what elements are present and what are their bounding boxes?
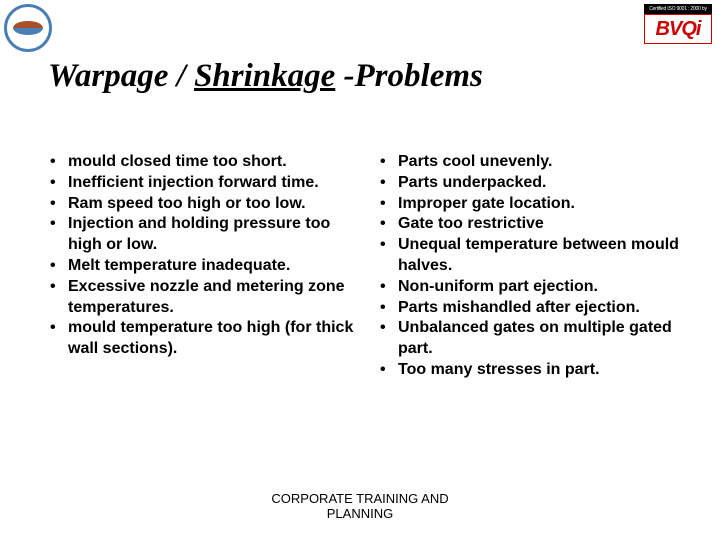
list-item: Gate too restrictive: [378, 214, 684, 235]
slide-footer: CORPORATE TRAINING AND PLANNING: [0, 491, 720, 522]
right-bullet-list: Parts cool unevenly. Parts underpacked. …: [378, 152, 684, 381]
slide-title: Warpage / Shrinkage -Problems: [48, 58, 483, 95]
title-part2: -Problems: [335, 58, 483, 94]
list-item: mould temperature too high (for thick wa…: [48, 318, 354, 360]
header-bar: Certified ISO 9001 : 2000 by BVQi: [0, 0, 720, 60]
company-logo-inner: [13, 21, 43, 35]
list-item: Unbalanced gates on multiple gated part.: [378, 318, 684, 360]
list-item: Melt temperature inadequate.: [48, 256, 354, 277]
list-item: Improper gate location.: [378, 194, 684, 215]
certification-text: Certified ISO 9001 : 2000 by: [644, 4, 712, 14]
content-columns: mould closed time too short. Inefficient…: [48, 152, 684, 381]
left-bullet-list: mould closed time too short. Inefficient…: [48, 152, 354, 360]
certification-badge: Certified ISO 9001 : 2000 by BVQi: [644, 4, 712, 44]
company-logo-icon: [4, 4, 52, 52]
footer-line1: CORPORATE TRAINING AND: [0, 491, 720, 507]
bvqi-text: BVQi: [656, 18, 701, 41]
list-item: mould closed time too short.: [48, 152, 354, 173]
list-item: Ram speed too high or too low.: [48, 194, 354, 215]
list-item: Inefficient injection forward time.: [48, 173, 354, 194]
title-part1: Warpage /: [48, 58, 194, 94]
list-item: Parts underpacked.: [378, 173, 684, 194]
list-item: Injection and holding pressure too high …: [48, 214, 354, 256]
list-item: Excessive nozzle and metering zone tempe…: [48, 277, 354, 319]
list-item: Non-uniform part ejection.: [378, 277, 684, 298]
list-item: Parts mishandled after ejection.: [378, 298, 684, 319]
title-underlined: Shrinkage: [194, 58, 335, 94]
right-column: Parts cool unevenly. Parts underpacked. …: [378, 152, 684, 381]
list-item: Unequal temperature between mould halves…: [378, 235, 684, 277]
left-column: mould closed time too short. Inefficient…: [48, 152, 354, 381]
list-item: Too many stresses in part.: [378, 360, 684, 381]
bvqi-logo: BVQi: [644, 14, 712, 44]
list-item: Parts cool unevenly.: [378, 152, 684, 173]
footer-line2: PLANNING: [0, 506, 720, 522]
